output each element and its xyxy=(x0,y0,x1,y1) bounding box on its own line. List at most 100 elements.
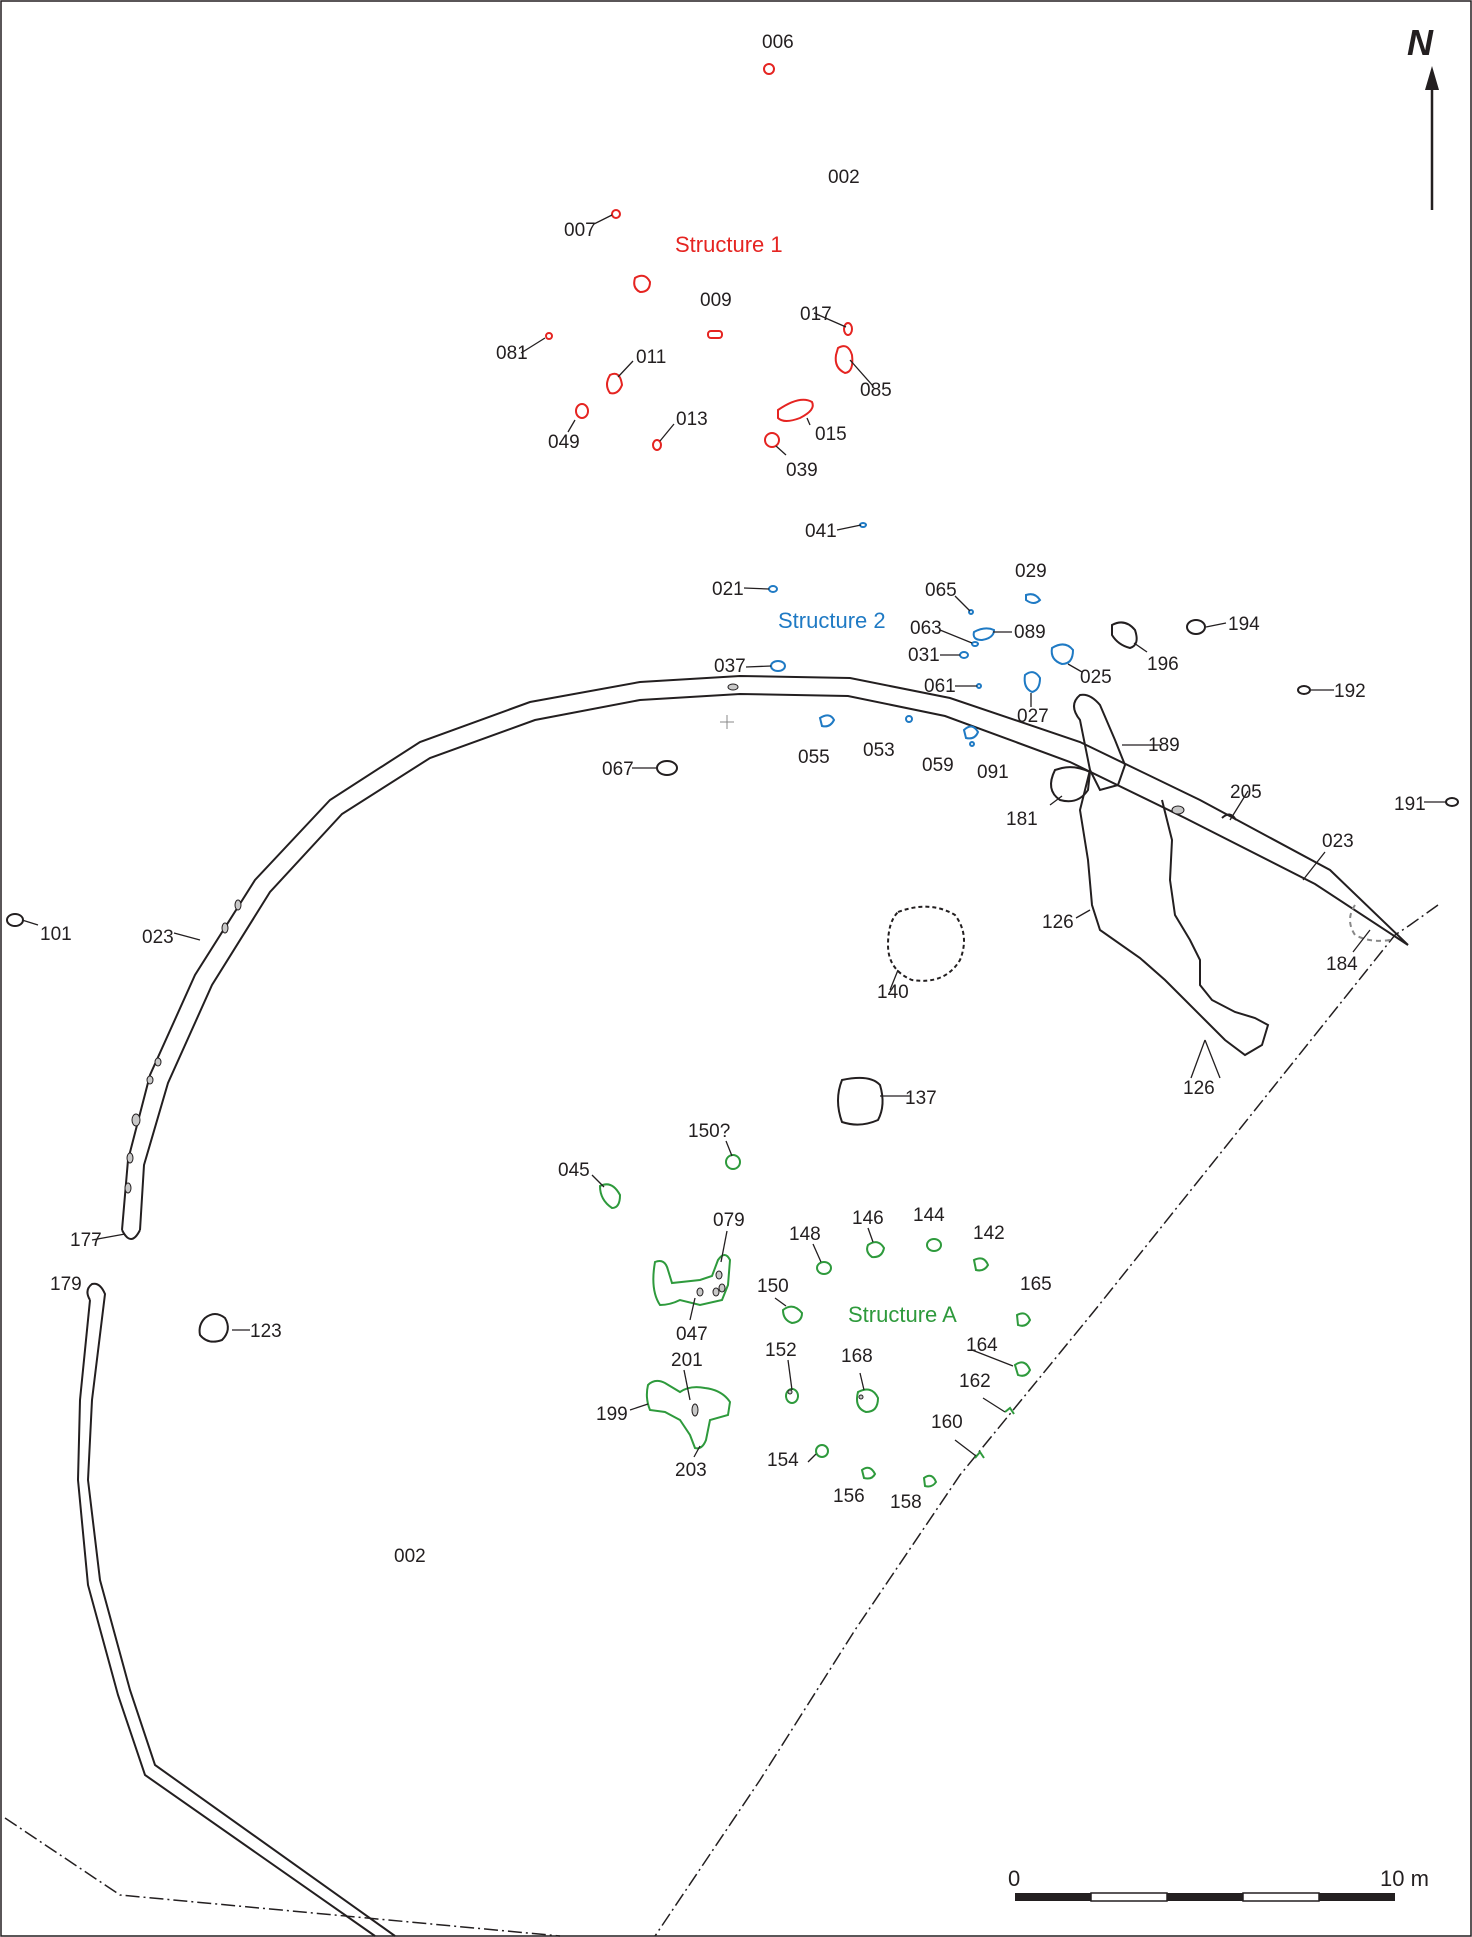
feature-049-outline xyxy=(575,403,589,419)
excavation-limit xyxy=(4,904,1439,1937)
feature-label-148: 148 xyxy=(789,1224,821,1245)
structure-a-features xyxy=(598,1154,1032,1488)
feature-029-outline xyxy=(1025,593,1042,604)
stone xyxy=(131,1113,141,1127)
feature-label-061: 061 xyxy=(924,676,956,697)
feature-label-059: 059 xyxy=(922,755,954,776)
feature-165-outline xyxy=(1015,1312,1032,1327)
feature-067-outline xyxy=(656,760,678,776)
feature-194-outline xyxy=(1186,619,1206,635)
feature-label-011: 011 xyxy=(636,347,666,368)
feature-label-192: 192 xyxy=(1334,681,1366,702)
feature-label-150q: 150? xyxy=(688,1121,730,1142)
feature-label-041: 041 xyxy=(805,521,837,542)
feature-label-091: 091 xyxy=(977,762,1009,783)
structure-a-title: Structure A xyxy=(848,1302,957,1327)
feature-158-outline xyxy=(922,1474,938,1488)
feature-label-146: 146 xyxy=(852,1208,884,1229)
feature-label-055: 055 xyxy=(798,747,830,768)
feature-label-065: 065 xyxy=(925,580,957,601)
feature-189-outline xyxy=(1073,693,1127,792)
feature-label-029: 029 xyxy=(1015,561,1047,582)
feature-label-156: 156 xyxy=(833,1486,865,1507)
scale-segment xyxy=(1242,1892,1320,1902)
feature-label-205: 205 xyxy=(1230,782,1262,803)
feature-label-021: 021 xyxy=(712,579,744,600)
feature-label-144: 144 xyxy=(913,1205,945,1226)
feature-061-outline xyxy=(976,683,982,689)
stone xyxy=(154,1057,162,1067)
feature-label-199: 199 xyxy=(596,1404,628,1425)
scale-start-label: 0 xyxy=(1008,1866,1020,1891)
feature-label-006: 006 xyxy=(762,32,794,53)
stone xyxy=(787,1389,793,1395)
feature-label-079: 079 xyxy=(713,1210,745,1231)
feature-label-089: 089 xyxy=(1014,622,1046,643)
ditch-023-terminal-177 xyxy=(121,1229,141,1240)
ditch-023-outer-edge xyxy=(121,674,1409,1231)
feature-150-outline xyxy=(781,1305,804,1325)
feature-label-053: 053 xyxy=(863,740,895,761)
feature-037-outline xyxy=(770,660,786,672)
feature-label-181: 181 xyxy=(1006,809,1038,830)
feature-label-164: 164 xyxy=(966,1335,998,1356)
feature-label-191: 191 xyxy=(1394,794,1426,815)
feature-047-079-outline xyxy=(652,1254,732,1307)
stone xyxy=(727,683,739,691)
feature-label-177: 177 xyxy=(70,1230,102,1251)
ditch-179 xyxy=(76,1282,396,1937)
feature-label-039: 039 xyxy=(786,460,818,481)
structure-2-title: Structure 2 xyxy=(778,608,886,633)
feature-label-201: 201 xyxy=(671,1350,703,1371)
feature-label-196: 196 xyxy=(1147,654,1179,675)
black-features xyxy=(6,619,1459,1343)
feature-label-123: 123 xyxy=(250,1321,282,1342)
feature-label-126-north: 126 xyxy=(1042,912,1074,933)
feature-label-025: 025 xyxy=(1080,667,1112,688)
north-arrow-head xyxy=(1425,66,1439,90)
ditch-023 xyxy=(121,674,1409,1240)
ditch-179-east-edge xyxy=(76,1299,376,1937)
ditch-023-inner-edge xyxy=(139,692,1409,1231)
stone xyxy=(221,922,229,934)
feature-021-outline xyxy=(768,585,778,593)
feature-181-outline xyxy=(1050,766,1092,803)
feature-101-outline xyxy=(6,913,24,927)
stone xyxy=(715,1270,723,1280)
feature-199-203-outline xyxy=(645,1379,732,1450)
stone xyxy=(234,899,242,911)
feature-label-023-ne: 023 xyxy=(1322,831,1354,852)
leader-lines xyxy=(21,214,1446,1463)
feature-007-outline xyxy=(611,209,621,219)
scale-end-label: 10 m xyxy=(1380,1866,1429,1891)
feature-label-140: 140 xyxy=(877,982,909,1003)
feature-027-outline xyxy=(1023,671,1042,694)
feature-065-outline xyxy=(968,609,974,615)
stone xyxy=(1171,805,1185,815)
stone xyxy=(124,1182,132,1194)
stone xyxy=(858,1394,864,1400)
feature-label-101: 101 xyxy=(40,924,72,945)
feature-label-013: 013 xyxy=(676,409,708,430)
stone xyxy=(718,1283,726,1293)
feature-140-outline xyxy=(886,905,965,982)
layer-label: 002 xyxy=(828,167,860,188)
feature-205-outline xyxy=(1221,813,1237,821)
feature-039-outline xyxy=(764,432,780,448)
feature-089-outline xyxy=(972,627,996,642)
grid-cross xyxy=(720,715,734,729)
feature-label-027: 027 xyxy=(1017,706,1049,727)
feature-013-outline xyxy=(652,439,662,451)
feature-196-outline xyxy=(1111,621,1138,650)
feature-label-150: 150 xyxy=(757,1276,789,1297)
feature-label-045: 045 xyxy=(558,1160,590,1181)
layer-label: 002 xyxy=(394,1546,426,1567)
stone xyxy=(126,1152,134,1164)
feature-031-outline xyxy=(959,651,969,659)
feature-label-203: 203 xyxy=(675,1460,707,1481)
stone xyxy=(691,1403,699,1417)
feature-label-154: 154 xyxy=(767,1450,799,1471)
feature-label-142: 142 xyxy=(973,1223,1005,1244)
feature-label-085: 085 xyxy=(860,380,892,401)
north-arrow: N xyxy=(1407,22,1439,210)
